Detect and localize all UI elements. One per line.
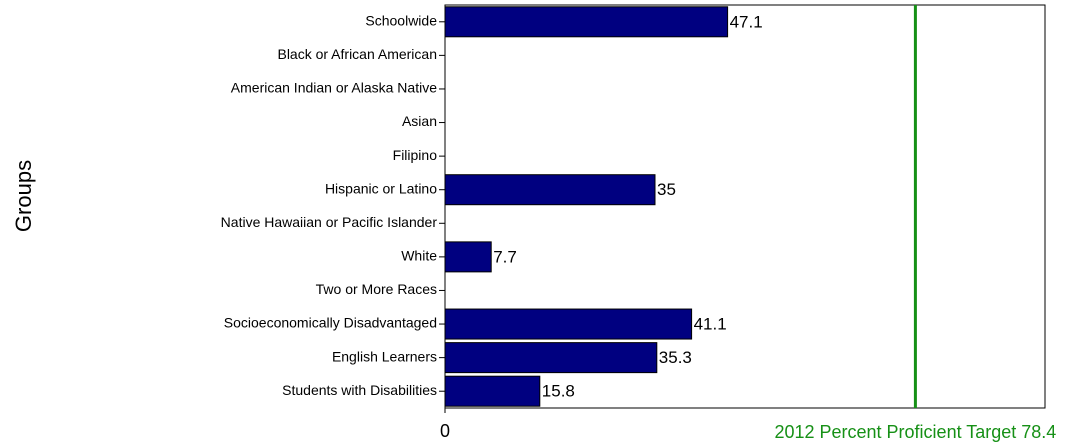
y-tick-label: English Learners: [332, 348, 437, 364]
y-tick-label: Two or More Races: [316, 281, 437, 297]
y-tick-label: American Indian or Alaska Native: [231, 80, 437, 96]
value-label: 35: [657, 180, 676, 199]
bar: [444, 375, 541, 407]
bar: [444, 174, 656, 206]
bar: [444, 308, 693, 340]
value-label: 35.3: [659, 348, 692, 367]
bar: [444, 342, 658, 374]
bar: [444, 6, 729, 38]
value-label: 47.1: [730, 12, 763, 31]
y-tick-label: White: [401, 248, 437, 264]
x-tick-label: 0: [440, 421, 450, 441]
y-tick-label: Hispanic or Latino: [325, 180, 437, 196]
y-tick-label: Native Hawaiian or Pacific Islander: [221, 214, 438, 230]
y-tick-label: Students with Disabilities: [282, 382, 437, 398]
value-label: 15.8: [542, 382, 575, 401]
value-label: 41.1: [694, 315, 727, 334]
bar: [444, 241, 492, 273]
y-axis-label: Groups: [11, 160, 36, 232]
plot-frame: [444, 4, 1046, 409]
y-tick-label: Asian: [402, 113, 437, 129]
y-tick-label: Black or African American: [277, 46, 437, 62]
value-label: 7.7: [493, 247, 517, 266]
y-tick-label: Filipino: [393, 147, 438, 163]
y-tick-label: Socioeconomically Disadvantaged: [224, 315, 437, 331]
target-label: 2012 Percent Proficient Target 78.4: [774, 422, 1056, 442]
y-tick-label: Schoolwide: [365, 12, 437, 28]
